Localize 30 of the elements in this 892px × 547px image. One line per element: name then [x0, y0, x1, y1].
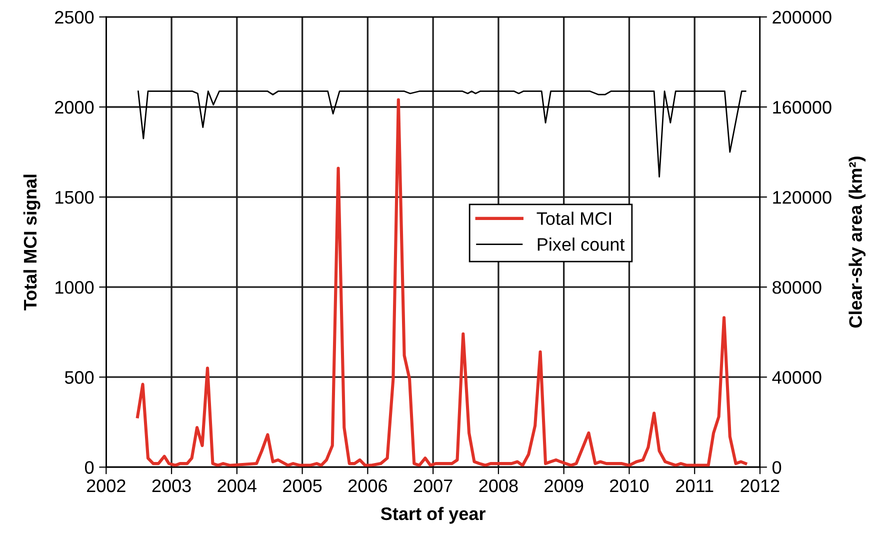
y2-tick-label: 0	[772, 461, 782, 474]
x-tick-label: 2007	[414, 479, 452, 492]
y2-tick-label: 80000	[772, 281, 822, 294]
x-tick-label: 2002	[86, 479, 126, 492]
legend-label: Pixel count	[538, 238, 625, 251]
legend-label: Total MCI	[536, 212, 611, 225]
y-tick-label: 2500	[55, 10, 94, 24]
y-tick-label: 2000	[55, 100, 94, 114]
x-tick-label: 2008	[479, 479, 518, 492]
x-tick-label: 2010	[610, 479, 649, 492]
y2-tick-label: 40000	[772, 371, 822, 384]
x-tick-label: 2005	[283, 479, 322, 492]
y2-axis-title: Clear-sky area (km²)	[848, 156, 866, 328]
x-axis-title: Start of year	[380, 506, 486, 524]
x-tick-label: 2004	[218, 479, 256, 492]
y-tick-label: 1500	[56, 190, 94, 204]
y-tick-label: 1000	[56, 281, 94, 294]
y2-tick-label: 120000	[773, 190, 832, 204]
y2-tick-label: 160000	[773, 100, 832, 114]
y-axis-title: Total MCI signal	[23, 174, 40, 310]
x-tick-label: 2011	[676, 479, 714, 492]
line-series	[136, 98, 748, 467]
y2-tick-label: 200000	[772, 10, 832, 24]
x-tick-label: 2012	[740, 479, 780, 492]
x-tick-label: 2009	[544, 479, 584, 492]
x-tick-label: 2006	[348, 479, 387, 492]
y-tick-label: 0	[85, 461, 94, 474]
y-tick-label: 500	[64, 371, 94, 384]
line-series	[137, 90, 746, 178]
x-tick-label: 2003	[152, 479, 191, 492]
